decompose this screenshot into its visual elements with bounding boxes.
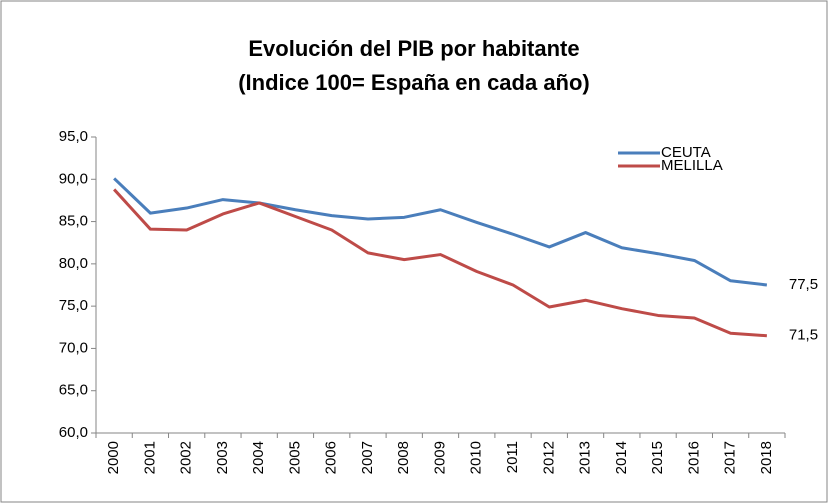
x-tick-label: 2002 bbox=[178, 441, 195, 474]
y-tick-label: 85,0 bbox=[59, 213, 88, 230]
x-tick-label: 2015 bbox=[649, 441, 666, 474]
x-tick-label: 2011 bbox=[504, 441, 521, 473]
x-tick-label: 2001 bbox=[141, 441, 158, 474]
y-tick-label: 70,0 bbox=[59, 339, 88, 356]
x-tick-label: 2014 bbox=[613, 441, 630, 474]
x-tick-label: 2009 bbox=[431, 441, 448, 474]
x-tick-label: 2006 bbox=[323, 441, 340, 474]
legend-label: CEUTA bbox=[661, 144, 711, 161]
x-tick-label: 2012 bbox=[540, 441, 557, 474]
x-tick-label: 2005 bbox=[286, 441, 303, 474]
x-tick-label: 2013 bbox=[577, 441, 594, 474]
x-tick-label: 2004 bbox=[250, 441, 267, 474]
x-tick-label: 2010 bbox=[468, 441, 485, 474]
x-tick-label: 2018 bbox=[758, 441, 775, 474]
data-label: 77,5 bbox=[789, 276, 818, 293]
x-tick-label: 2000 bbox=[105, 441, 122, 474]
x-tick-label: 2016 bbox=[685, 441, 702, 474]
y-tick-label: 95,0 bbox=[59, 128, 88, 145]
y-tick-label: 80,0 bbox=[59, 255, 88, 272]
legend-label: MELILLA bbox=[661, 157, 723, 174]
x-tick-label: 2017 bbox=[722, 441, 739, 474]
series-line bbox=[113, 188, 767, 338]
y-tick-label: 90,0 bbox=[59, 170, 88, 187]
x-tick-label: 2007 bbox=[359, 441, 376, 474]
y-tick-label: 60,0 bbox=[59, 424, 88, 441]
chart-title: Evolución del PIB por habitante bbox=[248, 36, 579, 61]
y-tick-label: 65,0 bbox=[59, 382, 88, 399]
series-line bbox=[113, 177, 768, 287]
x-tick-label: 2008 bbox=[395, 441, 412, 474]
x-tick-label: 2003 bbox=[214, 441, 231, 474]
chart-title: (Indice 100= España en cada año) bbox=[238, 70, 590, 95]
y-tick-label: 75,0 bbox=[59, 297, 88, 314]
data-label: 71,5 bbox=[789, 327, 818, 344]
